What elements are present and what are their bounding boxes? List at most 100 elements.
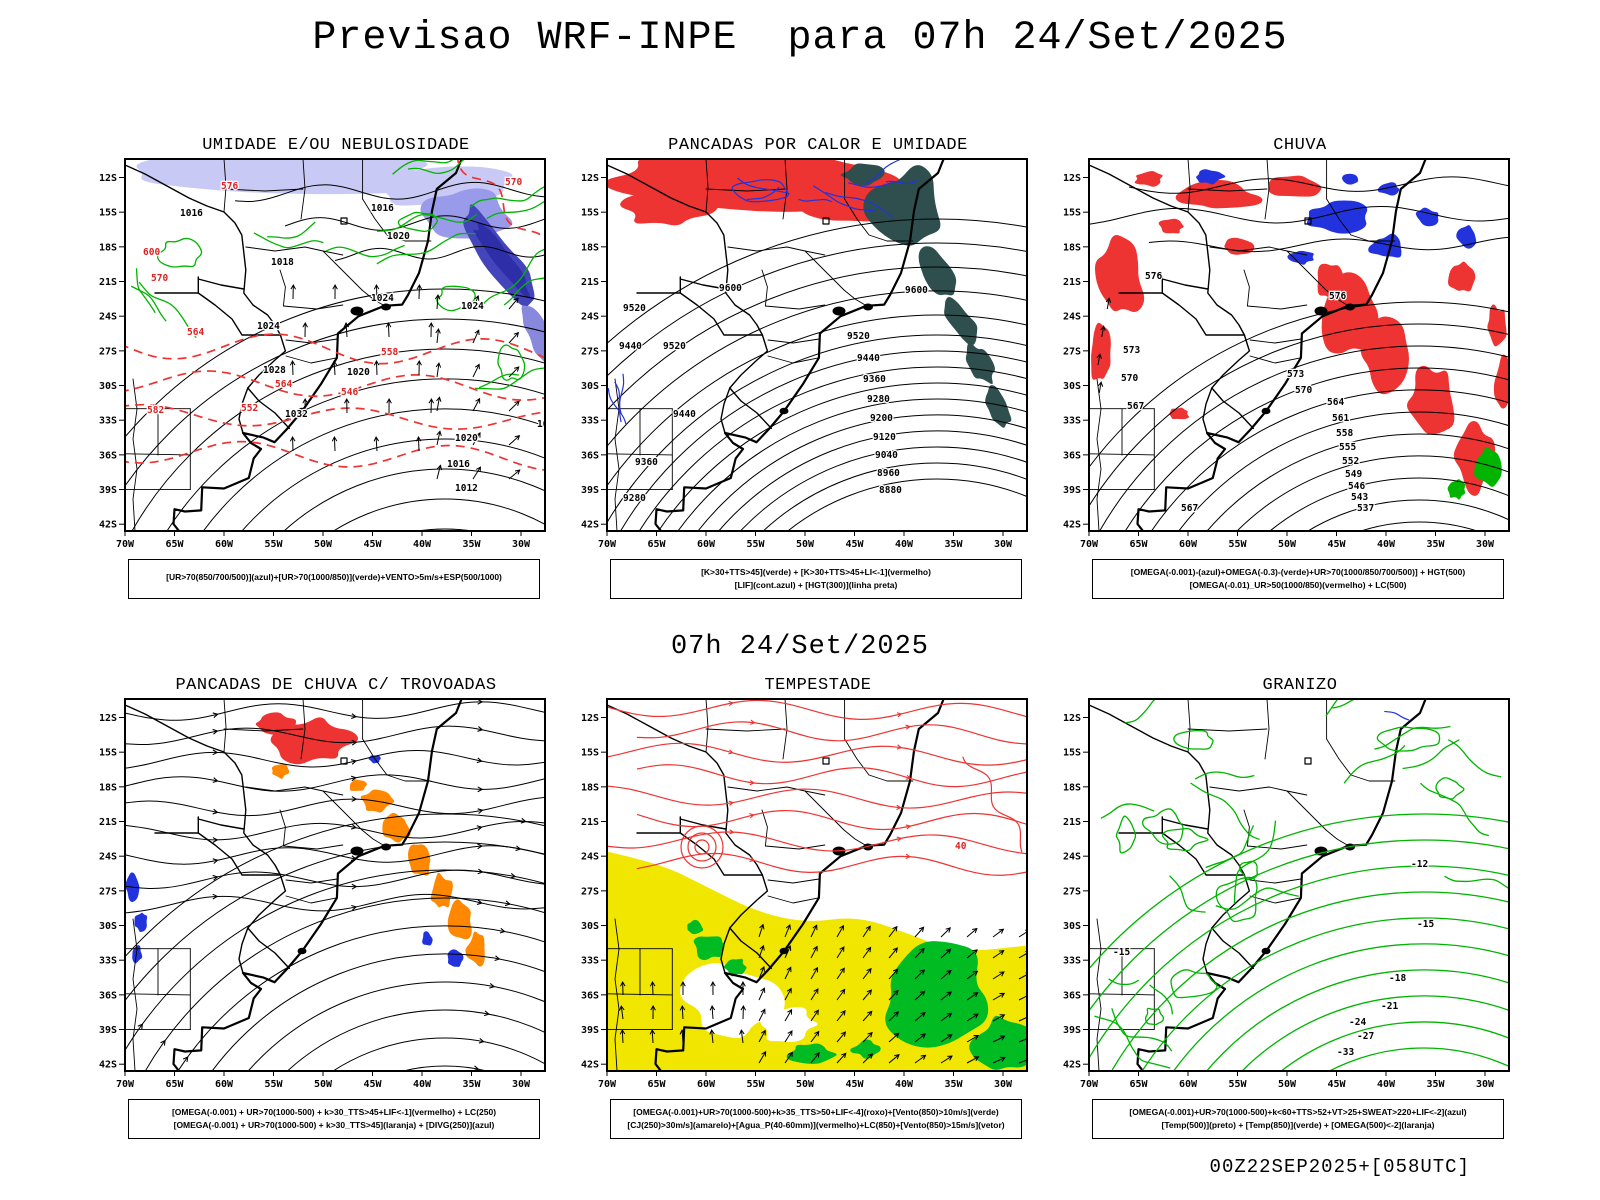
svg-text:70W: 70W [598,539,617,550]
legend-line: [LIF](cont.azul) + [HGT(300)](linha pret… [734,580,898,590]
forecast-panel-umidade: UMIDADE E/OU NEBULOSIDADE 12S 15S 18S 21S 24… [89,136,547,599]
weather-map-granizo: 12S 15S 18S 21S 24S 27S 30S 33S 36S 39S 42S 70W 65W 6… [1053,697,1511,1095]
svg-text:582: 582 [147,405,164,416]
svg-text:10: 10 [537,419,547,430]
svg-text:-18: -18 [1389,973,1406,984]
svg-text:15S: 15S [581,748,599,759]
svg-text:15S: 15S [581,208,599,219]
svg-text:39S: 39S [581,485,599,496]
panel-legend-granizo: [OMEGA(-0.001)+UR>70(1000-500)+k<60+TTS>… [1092,1099,1504,1139]
svg-text:30S: 30S [1063,381,1081,392]
svg-text:40W: 40W [895,539,914,550]
weather-map-chuva: 12S 15S 18S 21S 24S 27S 30S 33S 36S 39S 42S 70W 65W 6… [1053,157,1511,555]
svg-text:1020: 1020 [387,231,410,242]
svg-text:1032: 1032 [285,409,308,420]
svg-text:55W: 55W [264,539,283,550]
svg-text:552: 552 [241,403,258,414]
svg-text:558: 558 [1336,428,1353,439]
svg-text:70W: 70W [116,539,135,550]
svg-text:70W: 70W [598,1079,617,1090]
svg-text:12S: 12S [1063,713,1081,724]
svg-text:39S: 39S [99,485,117,496]
svg-text:50W: 50W [1278,1079,1297,1090]
weather-map-umidade: 12S 15S 18S 21S 24S 27S 30S 33S 36S 39S 42S 70W 65W 6… [89,157,547,555]
svg-text:40W: 40W [1377,539,1396,550]
svg-text:36S: 36S [581,990,599,1001]
svg-text:39S: 39S [581,1025,599,1036]
legend-line: [UR>70(850/700/500)](azul)+[UR>70(1000/8… [166,572,502,583]
svg-text:45W: 45W [1327,539,1346,550]
svg-text:9120: 9120 [873,432,896,443]
svg-text:27S: 27S [99,886,117,897]
svg-text:24S: 24S [581,312,599,323]
svg-text:537: 537 [1357,503,1374,514]
svg-text:33S: 33S [1063,416,1081,427]
svg-text:50W: 50W [1278,539,1297,550]
svg-text:33S: 33S [99,956,117,967]
svg-text:9360: 9360 [635,457,658,468]
svg-text:70W: 70W [116,1079,135,1090]
valid-time-label: 07h 24/Set/2025 [670,632,930,662]
svg-text:12S: 12S [99,173,117,184]
svg-text:24S: 24S [99,312,117,323]
legend-line: [OMEGA(-0.01)_UR>50(1000/850)(vermelho) … [1189,580,1407,590]
svg-text:24S: 24S [1063,312,1081,323]
svg-text:65W: 65W [165,1079,184,1090]
svg-text:573: 573 [1123,345,1140,356]
svg-text:21S: 21S [581,817,599,828]
svg-text:30S: 30S [99,381,117,392]
svg-text:1024: 1024 [461,301,484,312]
svg-text:543: 543 [1351,492,1368,503]
svg-text:573: 573 [1287,369,1304,380]
svg-text:1016: 1016 [180,208,203,219]
svg-text:39S: 39S [99,1025,117,1036]
svg-text:555: 555 [1339,442,1356,453]
svg-text:9520: 9520 [663,341,686,352]
svg-text:561: 561 [1332,413,1349,424]
svg-text:35W: 35W [462,1079,481,1090]
svg-text:60W: 60W [1179,1079,1198,1090]
svg-text:9440: 9440 [673,409,696,420]
svg-text:21S: 21S [581,277,599,288]
svg-text:40W: 40W [895,1079,914,1090]
svg-text:27S: 27S [99,346,117,357]
svg-text:570: 570 [151,273,168,284]
svg-text:60W: 60W [697,539,716,550]
svg-text:30S: 30S [99,921,117,932]
svg-text:50W: 50W [796,539,815,550]
forecast-panel-pancadas-calor: PANCADAS POR CALOR E UMIDADE 12S 15S 18S 21… [571,136,1029,599]
svg-text:60W: 60W [697,1079,716,1090]
svg-text:30W: 30W [994,539,1013,550]
panel-legend-umidade: [UR>70(850/700/500)](azul)+[UR>70(1000/8… [128,559,540,599]
svg-text:42S: 42S [99,520,117,531]
svg-text:30W: 30W [994,1079,1013,1090]
svg-text:30S: 30S [1063,921,1081,932]
run-timestamp: 00Z22SEP2025+[058UTC] [1209,1156,1470,1178]
svg-text:9200: 9200 [870,413,893,424]
panel-title-trovoadas: PANCADAS DE CHUVA C/ TROVOADAS [175,676,497,695]
legend-line: [Temp(500)](preto) + [Temp(850)](verde) … [1161,1120,1435,1130]
svg-text:36S: 36S [581,450,599,461]
svg-text:39S: 39S [1063,485,1081,496]
svg-text:35W: 35W [1426,539,1445,550]
svg-text:55W: 55W [264,1079,283,1090]
svg-text:24S: 24S [1063,852,1081,863]
svg-text:9360: 9360 [863,374,886,385]
svg-text:36S: 36S [1063,990,1081,1001]
weather-map-pancadas-calor: 12S 15S 18S 21S 24S 27S 30S 33S 36S 39S 42S 70W 65W 6… [571,157,1029,555]
svg-text:65W: 65W [1129,539,1148,550]
svg-text:-15: -15 [1417,919,1434,930]
svg-text:70W: 70W [1080,539,1099,550]
svg-text:576: 576 [1145,271,1162,282]
svg-text:35W: 35W [1426,1079,1445,1090]
svg-text:30W: 30W [1476,539,1495,550]
legend-line: [K>30+TTS>45](verde) + [K>30+TTS>45+LI<-… [701,566,931,577]
svg-text:33S: 33S [581,956,599,967]
svg-text:35W: 35W [944,1079,963,1090]
panel-legend-pancadas-calor: [K>30+TTS>45](verde) + [K>30+TTS>45+LI<-… [610,559,1022,599]
svg-text:15S: 15S [99,748,117,759]
svg-text:18S: 18S [1063,242,1081,253]
svg-text:39S: 39S [1063,1025,1081,1036]
svg-text:27S: 27S [1063,886,1081,897]
svg-text:-27: -27 [1357,1031,1374,1042]
